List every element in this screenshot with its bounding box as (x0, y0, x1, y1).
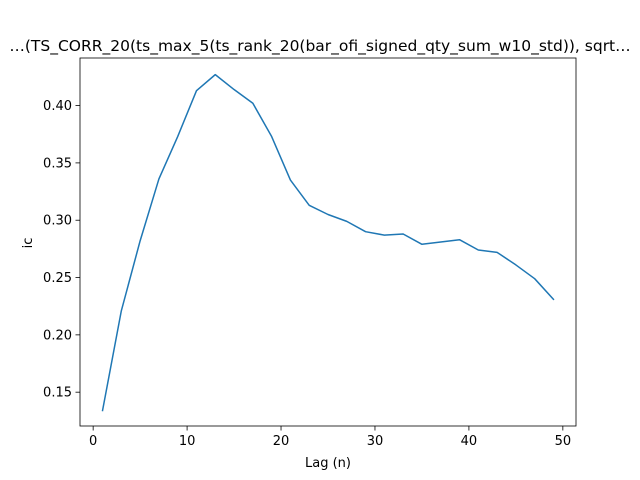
y-tick-label: 0.20 (43, 328, 72, 343)
y-tick-label: 0.25 (43, 271, 72, 286)
plot-frame (79, 57, 577, 427)
y-tick-label: 0.40 (43, 99, 72, 114)
y-axis-label: ic (21, 238, 36, 249)
plot-area: 0 10 20 30 40 50 0.15 0.20 0.25 0.30 0.35 0.40 (43, 57, 577, 449)
chart-title: …(TS_CORR_20(ts_max_5(ts_rank_20(bar_ofi… (9, 37, 630, 56)
x-tick-label: 40 (461, 434, 478, 449)
y-tick-label: 0.35 (43, 156, 72, 171)
x-axis-label: Lag (n) (305, 456, 351, 471)
x-tick-label: 30 (367, 434, 384, 449)
y-tick-label: 0.15 (43, 386, 72, 401)
x-tick-label: 20 (273, 434, 290, 449)
series-line-0 (101, 73, 555, 412)
x-tick-label: 10 (179, 434, 196, 449)
x-tick-label: 0 (89, 434, 97, 449)
y-tick-label: 0.30 (43, 214, 72, 229)
x-tick-label: 50 (555, 434, 572, 449)
